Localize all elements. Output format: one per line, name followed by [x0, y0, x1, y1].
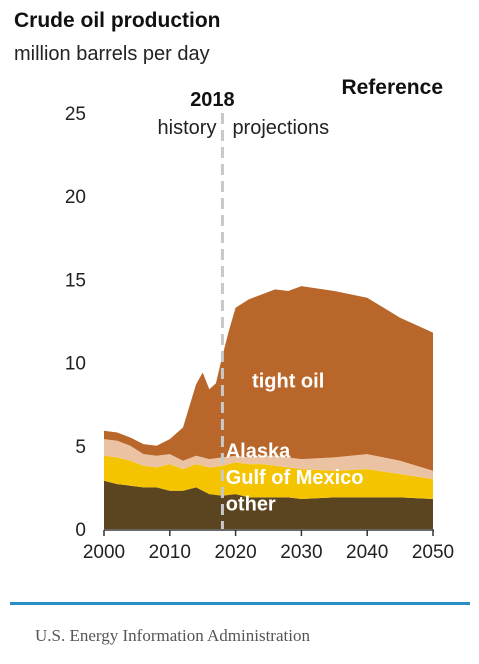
x-tick-label-2010: 2010: [149, 542, 191, 563]
axis-layer: 2000 2010 2020 2030 2040 2050 0 5 10 15 20 25: [65, 104, 454, 563]
y-tick-label-10: 10: [65, 354, 86, 375]
x-tick-label-2000: 2000: [83, 542, 125, 563]
area-gulf-of-mexico: [104, 455, 433, 499]
area-tight-oil: [104, 286, 433, 471]
area-alaska: [104, 439, 433, 480]
series-label-alaska: Alaska: [226, 440, 291, 462]
x-tick-label-2020: 2020: [214, 542, 256, 563]
series-label-tight-oil: tight oil: [252, 371, 324, 393]
area-layer: [104, 286, 433, 529]
x-tick-label-2040: 2040: [346, 542, 388, 563]
y-tick-label-20: 20: [65, 187, 86, 208]
chart-subtitle: million barrels per day: [14, 43, 210, 65]
history-label: history: [158, 117, 217, 139]
area-other: [104, 480, 433, 529]
divider-layer: 2018 history projections: [158, 89, 329, 529]
projections-label: projections: [232, 117, 329, 139]
footer-divider: [10, 602, 470, 605]
source-attribution: U.S. Energy Information Administration: [35, 626, 310, 645]
x-tick-label-2050: 2050: [412, 542, 454, 563]
divider-year-label: 2018: [190, 89, 235, 111]
series-label-other: other: [226, 494, 276, 516]
x-tick-label-2030: 2030: [280, 542, 322, 563]
label-layer: other Gulf of Mexico Alaska tight oil: [226, 371, 364, 516]
y-tick-label-0: 0: [75, 520, 86, 541]
chart-title: Crude oil production: [14, 9, 221, 32]
scenario-label: Reference: [341, 76, 443, 99]
y-tick-label-5: 5: [75, 437, 86, 458]
y-tick-label-15: 15: [65, 270, 86, 291]
y-tick-label-25: 25: [65, 104, 86, 125]
series-label-gulf-of-mexico: Gulf of Mexico: [226, 467, 364, 489]
